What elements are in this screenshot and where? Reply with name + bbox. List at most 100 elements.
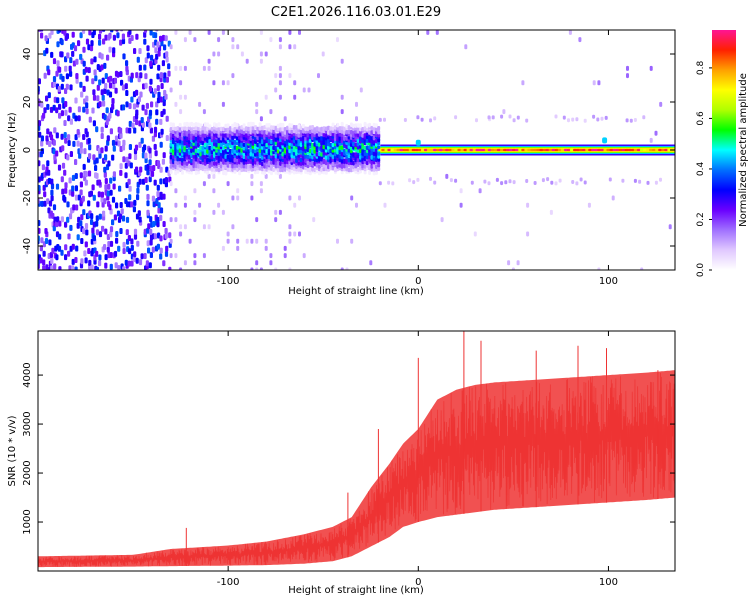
band-cell: [240, 128, 244, 134]
band-cell: [372, 122, 376, 128]
faint-cell: [212, 209, 216, 215]
noise-cell: [73, 45, 78, 52]
sideband-cell: [562, 115, 566, 120]
faint-cell: [440, 217, 444, 223]
band-cell: [320, 167, 324, 173]
band-cell: [190, 158, 194, 163]
noise-cell: [67, 233, 71, 240]
band-cell: [235, 145, 239, 151]
x-tick-label: 0: [415, 276, 421, 287]
carrier-cell: [646, 148, 650, 152]
carrier-cell: [643, 148, 647, 152]
noise-cell: [67, 134, 71, 141]
noise-cell: [74, 159, 78, 165]
band-cell: [368, 158, 372, 163]
carrier-cell: [469, 148, 474, 152]
faint-cell: [336, 238, 339, 244]
band-cell: [365, 154, 369, 160]
band-cell: [356, 133, 360, 138]
noise-cell: [79, 81, 83, 88]
faint-cell: [549, 209, 553, 215]
noise-cell: [42, 259, 46, 266]
sideband-cell: [487, 181, 491, 186]
noise-cell: [160, 40, 164, 47]
carrier-cell: [609, 148, 614, 152]
band-cell: [301, 135, 305, 141]
noise-cell: [46, 160, 50, 167]
carrier-cell: [655, 148, 660, 152]
band-cell: [181, 161, 184, 166]
noise-cell: [161, 60, 165, 67]
faint-cell: [321, 51, 325, 57]
noise-cell: [108, 32, 112, 39]
noise-cell: [122, 266, 126, 270]
band-cell: [192, 160, 196, 165]
band-cell: [203, 164, 207, 170]
noise-cell: [163, 44, 167, 51]
band-cell: [336, 133, 340, 138]
band-cell: [372, 139, 376, 145]
sideband-cell: [550, 180, 554, 185]
y-tick-label: 20: [22, 96, 33, 109]
band-cell: [276, 133, 280, 138]
noise-cell: [111, 219, 115, 226]
noise-cell: [145, 102, 149, 109]
noise-cell: [149, 228, 153, 235]
sideband-cell: [592, 114, 596, 119]
faint-cell: [274, 217, 278, 223]
noise-cell: [162, 193, 166, 200]
band-cell: [197, 126, 200, 131]
carrier-cell: [551, 148, 556, 152]
band-cell: [345, 166, 349, 172]
band-cell: [242, 146, 246, 151]
band-cell: [203, 158, 207, 163]
noise-cell: [130, 244, 134, 251]
noise-cell: [137, 96, 141, 103]
noise-cell: [60, 249, 64, 256]
carrier-cell: [563, 148, 568, 152]
carrier-cell: [384, 148, 389, 152]
band-cell: [267, 161, 271, 166]
spectrogram-y-axis-label: Frequency (Hz): [7, 112, 18, 188]
band-cell: [370, 155, 374, 160]
band-cell: [233, 163, 237, 169]
faint-cell: [317, 73, 320, 79]
noise-cell: [165, 51, 169, 58]
snr-x-ticks: -100 0 100: [217, 331, 618, 588]
noise-cell: [116, 110, 120, 117]
faint-cell: [174, 253, 178, 259]
faint-cell: [264, 173, 268, 179]
noise-cell: [128, 185, 132, 192]
noise-cell: [125, 216, 130, 223]
noise-cell: [103, 114, 107, 121]
band-cell: [340, 145, 344, 150]
band-cell: [267, 132, 271, 137]
noise-cell: [82, 209, 86, 216]
faint-cell: [259, 181, 263, 187]
band-cell: [306, 167, 310, 172]
faint-cell: [597, 267, 601, 270]
noise-cell: [75, 204, 79, 211]
band-cell: [315, 158, 319, 163]
noise-cell: [154, 32, 158, 39]
band-cell: [169, 159, 173, 164]
band-cell: [228, 157, 232, 163]
noise-cell: [119, 132, 123, 139]
noise-cell: [94, 75, 98, 82]
carrier-cell: [624, 148, 629, 152]
noise-cell: [149, 30, 153, 36]
noise-cell: [38, 185, 41, 191]
band-cell: [210, 167, 214, 172]
noise-cell: [50, 265, 54, 270]
noise-cell: [43, 191, 47, 198]
faint-cell: [278, 73, 282, 79]
band-cell: [197, 164, 200, 169]
faint-cell: [293, 44, 297, 50]
band-cell: [347, 148, 351, 153]
band-cell: [260, 139, 264, 145]
noise-cell: [108, 204, 112, 211]
sideband-cell: [508, 179, 512, 184]
x-tick-label: 0: [415, 577, 421, 588]
band-cell: [377, 137, 381, 143]
band-cell: [356, 141, 360, 147]
